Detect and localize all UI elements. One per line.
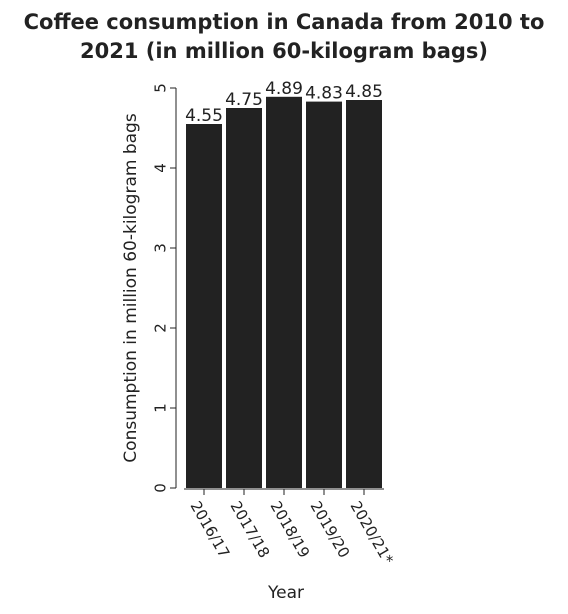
- x-tick-label: 2016/17: [187, 498, 234, 561]
- chart-title-line-2: 2021 (in million 60-kilogram bags): [80, 39, 488, 63]
- bar: [346, 100, 382, 488]
- y-tick-label: 1: [151, 403, 169, 413]
- y-tick-label: 0: [151, 483, 169, 493]
- bar-value-label: 4.89: [265, 79, 303, 99]
- bar-value-label: 4.55: [185, 106, 223, 126]
- bar-value-label: 4.83: [305, 84, 343, 104]
- bars: [186, 96, 382, 489]
- x-tick-label: 2020/21*: [347, 498, 398, 568]
- bar: [186, 124, 222, 488]
- y-tick-label: 5: [151, 83, 169, 93]
- bar-value-label: 4.75: [225, 90, 263, 110]
- chart-title: Coffee consumption in Canada from 2010 t…: [0, 8, 568, 66]
- y-tick-label: 3: [151, 243, 169, 253]
- y-axis: 0 1 2 3 4 5: [151, 83, 177, 493]
- bar: [306, 101, 342, 488]
- chart-title-line-1: Coffee consumption in Canada from 2010 t…: [23, 10, 545, 34]
- x-axis-label: Year: [267, 583, 304, 603]
- bar: [226, 108, 262, 488]
- bar-value-label: 4.85: [345, 82, 383, 102]
- y-tick-label: 4: [151, 163, 169, 173]
- bar: [266, 96, 302, 489]
- data-labels: 4.554.754.89 4.83 4.85: [185, 79, 383, 126]
- y-axis-label: Consumption in million 60-kilogram bags: [121, 113, 141, 463]
- y-tick-label: 2: [151, 323, 169, 333]
